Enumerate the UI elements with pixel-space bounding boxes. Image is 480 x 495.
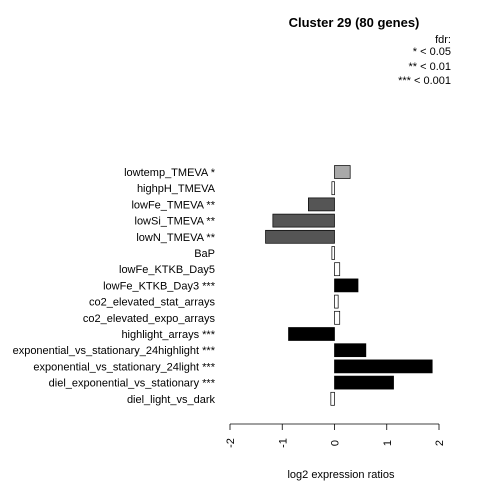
- category-label-12: exponential_vs_stationary_24light ***: [33, 361, 215, 373]
- bar-13: [334, 375, 394, 390]
- x-tick-label-1: -1: [277, 438, 289, 448]
- legend-entry-1: * < 0.05: [413, 46, 451, 58]
- x-axis-label: log2 expression ratios: [287, 469, 395, 481]
- bar-11: [334, 343, 367, 358]
- bar-2: [308, 197, 335, 212]
- x-tick-label-2: 0: [330, 440, 342, 446]
- category-label-11: exponential_vs_stationary_24highlight **…: [13, 345, 216, 357]
- category-label-8: co2_elevated_stat_arrays: [89, 297, 215, 309]
- category-label-1: highpH_TMEVA: [137, 183, 216, 195]
- bar-10: [288, 327, 335, 341]
- category-label-4: lowN_TMEVA **: [136, 232, 215, 244]
- x-tick-label-3: 1: [382, 440, 394, 446]
- x-tick-label-4: 2: [434, 440, 446, 446]
- category-label-6: lowFe_KTKB_Day5: [119, 264, 215, 276]
- bar-9: [334, 310, 341, 325]
- legend-title: fdr:: [435, 34, 451, 46]
- bar-4: [265, 229, 335, 244]
- bar-3: [272, 213, 335, 228]
- bar-5: [331, 246, 335, 260]
- category-label-5: BaP: [194, 248, 215, 260]
- legend-entry-3: *** < 0.001: [398, 75, 451, 87]
- x-axis: -2 -1 0 1 2: [225, 423, 446, 448]
- bars: [265, 165, 433, 406]
- category-label-7: lowFe_KTKB_Day3 ***: [103, 280, 216, 292]
- chart-title: Cluster 29 (80 genes): [289, 15, 420, 30]
- category-label-3: lowSi_TMEVA **: [135, 216, 216, 228]
- category-labels: lowtemp_TMEVA * highpH_TMEVA lowFe_TMEVA *…: [13, 167, 216, 406]
- bar-1: [331, 181, 335, 196]
- category-label-14: diel_light_vs_dark: [127, 394, 216, 406]
- category-label-13: diel_exponential_vs_stationary ***: [49, 378, 216, 390]
- bar-7: [334, 278, 359, 293]
- category-label-9: co2_elevated_expo_arrays: [83, 313, 216, 325]
- bar-0: [334, 165, 351, 179]
- bar-8: [334, 294, 339, 309]
- bar-6: [334, 262, 341, 277]
- category-label-2: lowFe_TMEVA **: [131, 199, 215, 211]
- bar-12: [334, 359, 433, 374]
- category-label-10: highlight_arrays ***: [121, 329, 215, 341]
- legend-entry-2: ** < 0.01: [408, 61, 451, 73]
- x-tick-label-0: -2: [225, 438, 237, 448]
- legend: fdr: * < 0.05 ** < 0.01 *** < 0.001: [398, 34, 451, 87]
- bar-14: [330, 391, 335, 406]
- category-label-0: lowtemp_TMEVA *: [124, 167, 216, 179]
